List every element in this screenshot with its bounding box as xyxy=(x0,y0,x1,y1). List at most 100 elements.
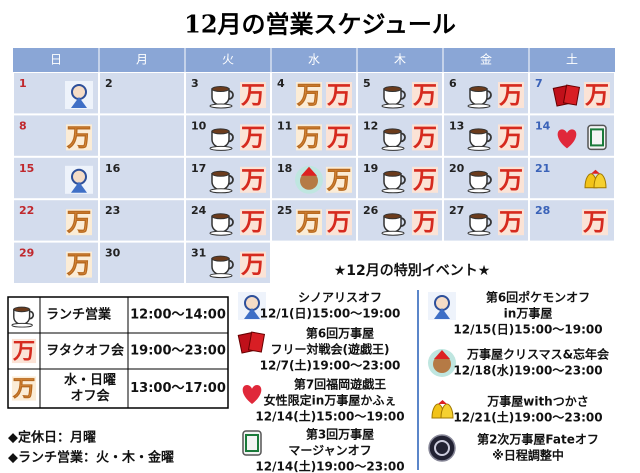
day-number: 4 xyxy=(277,77,285,90)
day-number: 14 xyxy=(535,119,551,132)
event-line: 第6回ポケモンオフ xyxy=(486,290,590,305)
day-number: 16 xyxy=(105,162,121,175)
glyph-bg xyxy=(240,209,266,236)
day-cell xyxy=(100,157,184,199)
icon-wed-sun: 万 xyxy=(66,208,92,236)
icon-otaku: 万 xyxy=(412,81,438,109)
icon-otaku: 万 xyxy=(584,81,610,109)
saucer xyxy=(11,322,33,328)
cup-handle xyxy=(228,217,234,228)
event-line: 12/15(日)15:00～19:00 xyxy=(453,323,602,337)
day-cell xyxy=(100,115,184,156)
saucer xyxy=(209,103,233,109)
legend-name: ランチ営業 xyxy=(46,307,112,323)
weekday-label: 水 xyxy=(308,53,320,67)
icon-bear xyxy=(428,349,456,377)
coffee xyxy=(13,306,31,313)
day-number: 28 xyxy=(535,204,550,217)
icon-glyph: 万 xyxy=(413,81,437,109)
saucer xyxy=(209,230,233,236)
icon-wed-sun: 万 xyxy=(326,166,352,194)
icon-wed-sun: 万 xyxy=(296,123,322,152)
weekday-label: 月 xyxy=(136,53,148,67)
ribbon xyxy=(591,169,600,174)
legend-time: 19:00～23:00 xyxy=(130,344,226,359)
event-line: 第6回万事屋 xyxy=(306,326,374,341)
day-number: 19 xyxy=(363,162,378,175)
legend-box xyxy=(7,296,229,409)
icon-glyph: 万 xyxy=(13,338,35,364)
day-number: 17 xyxy=(191,162,206,175)
saucer xyxy=(467,145,491,151)
day-number: 7 xyxy=(535,77,543,90)
day-number: 8 xyxy=(19,119,27,132)
cup-handle xyxy=(400,90,406,100)
icon-otaku: 万 xyxy=(326,208,352,236)
icon-lunch xyxy=(209,128,234,151)
day-cell xyxy=(100,73,184,114)
icon-glyph: 万 xyxy=(67,208,91,236)
icon-otaku: 万 xyxy=(582,208,608,236)
icon-glyph: 万 xyxy=(297,123,321,151)
saucer xyxy=(467,188,491,194)
icon-glyph: 万 xyxy=(241,123,265,151)
coffee xyxy=(383,170,402,177)
coffee xyxy=(383,128,402,135)
emblem xyxy=(428,434,456,462)
calendar-header xyxy=(13,48,615,72)
glyph-bg xyxy=(412,166,438,193)
icon-bells xyxy=(584,169,607,189)
weekday-label: 日 xyxy=(50,53,62,67)
page-title: 12月の営業スケジュール xyxy=(184,10,456,39)
icon-lunch xyxy=(209,86,234,109)
icon-wed-sun: 万 xyxy=(11,376,37,402)
icon-otaku: 万 xyxy=(498,81,524,109)
glyph-bg xyxy=(296,209,322,236)
card xyxy=(247,331,266,353)
bear-head xyxy=(433,355,451,373)
cup-handle xyxy=(228,132,234,143)
event-line: 12/7(土)19:00～23:00 xyxy=(260,358,401,373)
coffee xyxy=(211,170,230,177)
icon-glyph: 万 xyxy=(499,81,523,109)
bell xyxy=(593,173,607,189)
icon-glyph: 万 xyxy=(585,81,609,109)
glyph-bg xyxy=(412,82,438,108)
icon-otaku: 万 xyxy=(240,251,266,279)
icon-otaku: 万 xyxy=(11,338,37,364)
icon-character xyxy=(65,81,93,109)
icon-glyph: 万 xyxy=(241,208,265,236)
char-body xyxy=(71,181,87,193)
note: ◆ランチ営業：火・木・金曜 xyxy=(8,450,174,466)
emblem-ring xyxy=(434,440,450,456)
day-number: 29 xyxy=(19,247,34,260)
icon-otaku: 万 xyxy=(498,123,524,151)
glyph-bg xyxy=(412,124,438,151)
coffee xyxy=(211,213,230,220)
icon-glyph: 万 xyxy=(327,123,351,151)
saucer xyxy=(381,188,405,194)
icon-character xyxy=(65,165,93,194)
event-line: 12/14(土)15:00～19:00 xyxy=(255,409,404,424)
day-cell xyxy=(100,200,184,241)
day-number: 3 xyxy=(191,77,199,90)
cup-handle xyxy=(486,217,492,228)
icon-lunch xyxy=(381,170,406,194)
day-number: 21 xyxy=(535,162,550,175)
legend-name: オフ会 xyxy=(70,388,110,404)
icon-wed-sun: 万 xyxy=(296,81,322,109)
event-line: 12/1(日)15:00～19:00 xyxy=(260,307,401,321)
events-banner xyxy=(305,259,520,283)
coffee xyxy=(469,170,488,177)
icon-otaku: 万 xyxy=(240,81,266,109)
icon-otaku: 万 xyxy=(326,81,352,109)
icon-wed-sun: 万 xyxy=(66,250,92,279)
glyph-bg xyxy=(296,82,322,108)
icon-glyph: 万 xyxy=(327,81,351,109)
icon-lunch xyxy=(467,213,492,236)
icon-otaku: 万 xyxy=(412,166,438,194)
glyph-bg xyxy=(240,166,266,193)
day-number: 10 xyxy=(191,119,207,132)
event-line: 第3回万事屋 xyxy=(306,427,374,442)
day-number: 11 xyxy=(277,119,292,132)
